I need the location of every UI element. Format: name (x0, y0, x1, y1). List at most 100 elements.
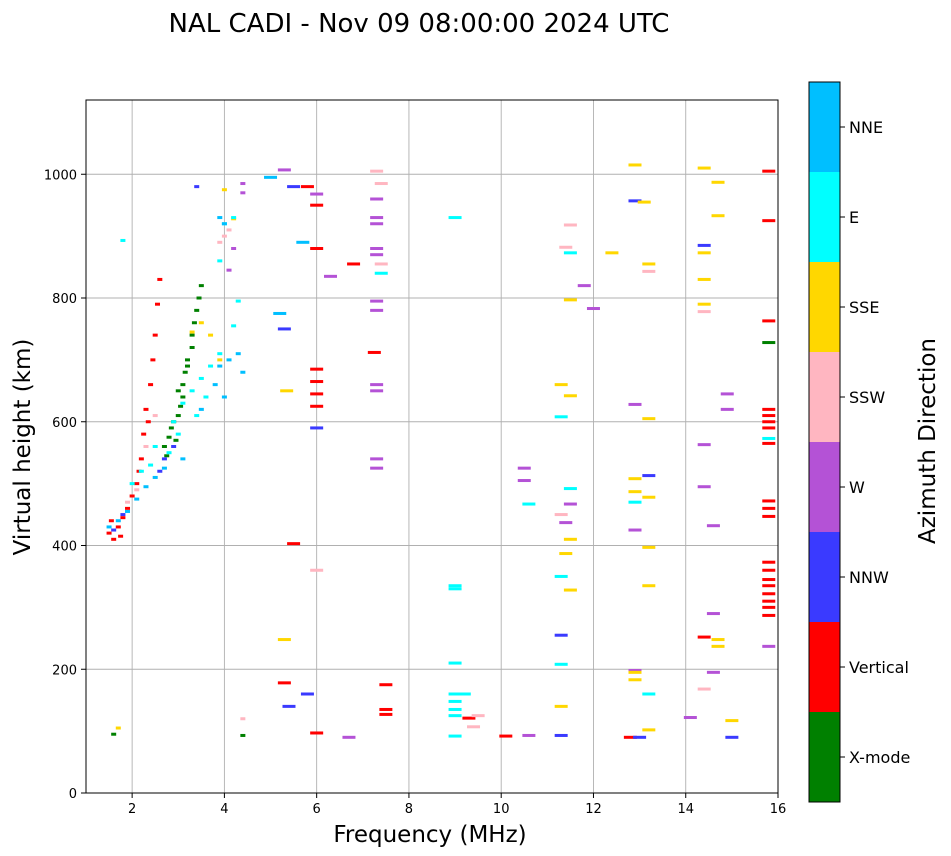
data-point (287, 542, 301, 546)
data-point (448, 661, 462, 665)
data-point (152, 414, 158, 418)
data-point (280, 389, 294, 393)
colorbar-tick-label: SSW (849, 388, 885, 407)
data-point (324, 274, 338, 278)
data-point (143, 485, 149, 489)
data-point (697, 687, 711, 691)
data-point (310, 426, 324, 430)
data-point (642, 269, 656, 273)
data-point (725, 719, 739, 723)
data-point (559, 521, 573, 525)
data-point (212, 383, 218, 387)
colorbar-swatch (809, 622, 840, 712)
data-point (189, 346, 195, 349)
colorbar-tick-label: SSE (849, 298, 879, 317)
data-point (642, 417, 656, 421)
data-point (370, 308, 384, 312)
data-point (370, 216, 384, 220)
data-point (628, 477, 642, 481)
colorbar-swatch (809, 262, 840, 352)
x-axis-ticks: 2 4 6 8 10 12 14 16 (128, 793, 786, 817)
series-e (120, 216, 776, 738)
data-point (706, 670, 720, 674)
data-point (762, 514, 776, 518)
data-point (310, 731, 324, 735)
data-point (711, 644, 725, 648)
data-point (379, 712, 393, 716)
colorbar: X-mode Vertical NNW W SSW SSE E NNE (808, 81, 910, 803)
data-point (221, 395, 227, 399)
data-point (182, 370, 188, 374)
data-point (563, 223, 577, 227)
y-tick-label: 600 (52, 416, 77, 431)
data-point (628, 402, 642, 406)
data-point (115, 519, 121, 523)
data-point (221, 188, 227, 192)
data-point (462, 716, 476, 720)
data-point (586, 307, 600, 311)
data-point (178, 404, 184, 408)
data-point (164, 454, 170, 458)
data-point (240, 733, 246, 737)
data-point (194, 185, 200, 189)
data-point (166, 435, 172, 439)
data-point (762, 584, 776, 588)
x-tick-label: 12 (585, 802, 602, 817)
data-point (522, 502, 536, 506)
data-points (106, 163, 776, 739)
data-point (370, 383, 384, 387)
data-point (633, 735, 647, 739)
data-point (605, 251, 619, 255)
data-point (310, 568, 324, 572)
data-point (189, 389, 195, 393)
data-point (184, 358, 190, 362)
data-point (762, 219, 776, 223)
data-point (134, 497, 140, 501)
colorbar-tick-label: NNW (849, 568, 889, 587)
data-point (762, 568, 776, 572)
data-point (762, 506, 776, 510)
data-point (370, 466, 384, 470)
colorbar-swatch (809, 712, 840, 802)
data-point (310, 380, 324, 384)
series-x-mode (111, 284, 776, 737)
data-point (152, 333, 158, 337)
data-point (374, 262, 388, 266)
data-point (554, 704, 568, 708)
data-point (150, 358, 156, 362)
data-point (697, 302, 711, 306)
data-point (143, 445, 149, 448)
data-point (189, 330, 195, 334)
data-point (240, 717, 246, 721)
data-point (231, 216, 237, 220)
data-point (198, 321, 204, 325)
data-point (367, 350, 381, 354)
data-point (370, 169, 384, 173)
data-point (762, 560, 776, 564)
data-point (282, 704, 296, 708)
data-point (642, 545, 656, 549)
data-point (379, 683, 393, 687)
data-point (448, 692, 462, 696)
data-point (277, 168, 291, 172)
data-point (623, 735, 637, 739)
x-tick-label: 4 (220, 802, 228, 817)
data-point (226, 268, 232, 272)
data-point (148, 383, 154, 387)
y-tick-label: 400 (52, 540, 77, 555)
data-point (697, 635, 711, 639)
data-point (762, 599, 776, 603)
data-point (175, 389, 181, 393)
data-point (310, 192, 324, 196)
colorbar-swatch (809, 442, 840, 532)
data-point (129, 494, 135, 498)
data-point (370, 197, 384, 201)
data-point (628, 670, 642, 674)
data-point (310, 367, 324, 371)
data-point (379, 707, 393, 711)
data-point (148, 463, 154, 467)
data-point (198, 376, 204, 380)
data-point (300, 185, 314, 189)
data-point (166, 451, 172, 455)
